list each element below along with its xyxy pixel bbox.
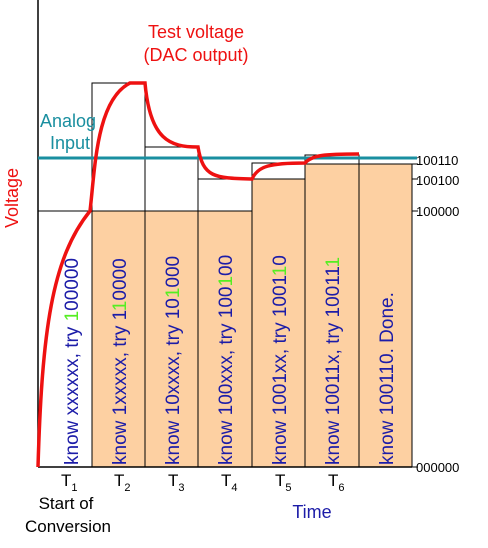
start-label-line2: Conversion (25, 517, 111, 536)
analog-input-label-line2: Input (50, 133, 90, 153)
start-label-line1: Start of (39, 494, 94, 513)
dac-output-curve (36, 81, 360, 468)
level-lines (38, 163, 418, 468)
step-text-7: know 100110. Done. (377, 292, 398, 465)
step-fill-t6 (305, 164, 359, 467)
start-of-conversion-label: Start of Conversion (25, 494, 111, 536)
step-fill-t7 (359, 164, 412, 467)
trial-box-t2 (91, 82, 146, 212)
level-label-100000: 100000 (416, 204, 459, 219)
analog-input-label-line1: Analog (40, 111, 96, 131)
step-texts: know xxxxxx, try 100000 know 1xxxxx, try… (62, 255, 398, 465)
trial-box-t4 (197, 178, 253, 212)
step-fill-t3 (145, 211, 198, 467)
x-axis-label: Time (292, 502, 331, 522)
level-labels: 100110 100100 100000 000000 (416, 153, 459, 475)
step-text-5: know 1001xx, try 100110 (270, 255, 291, 465)
time-labels: T1 T2 T3 T4 T5 T6 (61, 471, 345, 494)
step-text-6: know 10011x, try 100111 (323, 257, 344, 465)
step-text-4: know 100xxx, try 100100 (216, 255, 237, 465)
time-label-t6: T6 (328, 471, 345, 494)
step-text-2: know 1xxxxx, try 110000 (110, 258, 131, 465)
dac-title: Test voltage (DAC output) (143, 22, 248, 65)
step-fill-t2 (92, 211, 145, 467)
step-fill-t5 (252, 179, 305, 467)
y-axis-label: Voltage (2, 168, 22, 228)
analog-input-label: Analog Input (40, 111, 96, 153)
time-label-t3: T3 (168, 471, 185, 494)
step-text-3: know 10xxxx, try 101000 (163, 256, 184, 465)
dac-title-line1: Test voltage (148, 22, 244, 42)
time-label-t4: T4 (221, 471, 238, 494)
step-fill-t4 (198, 211, 252, 467)
time-label-t2: T2 (114, 471, 131, 494)
step-fills (92, 164, 412, 467)
dac-title-line2: (DAC output) (143, 45, 248, 65)
time-label-t1: T1 (61, 471, 78, 494)
time-label-t5: T5 (275, 471, 292, 494)
level-label-100100: 100100 (416, 173, 459, 188)
level-label-100110: 100110 (416, 153, 458, 168)
step-text-1: know xxxxxx, try 100000 (62, 258, 83, 465)
level-label-000000: 000000 (416, 460, 459, 475)
